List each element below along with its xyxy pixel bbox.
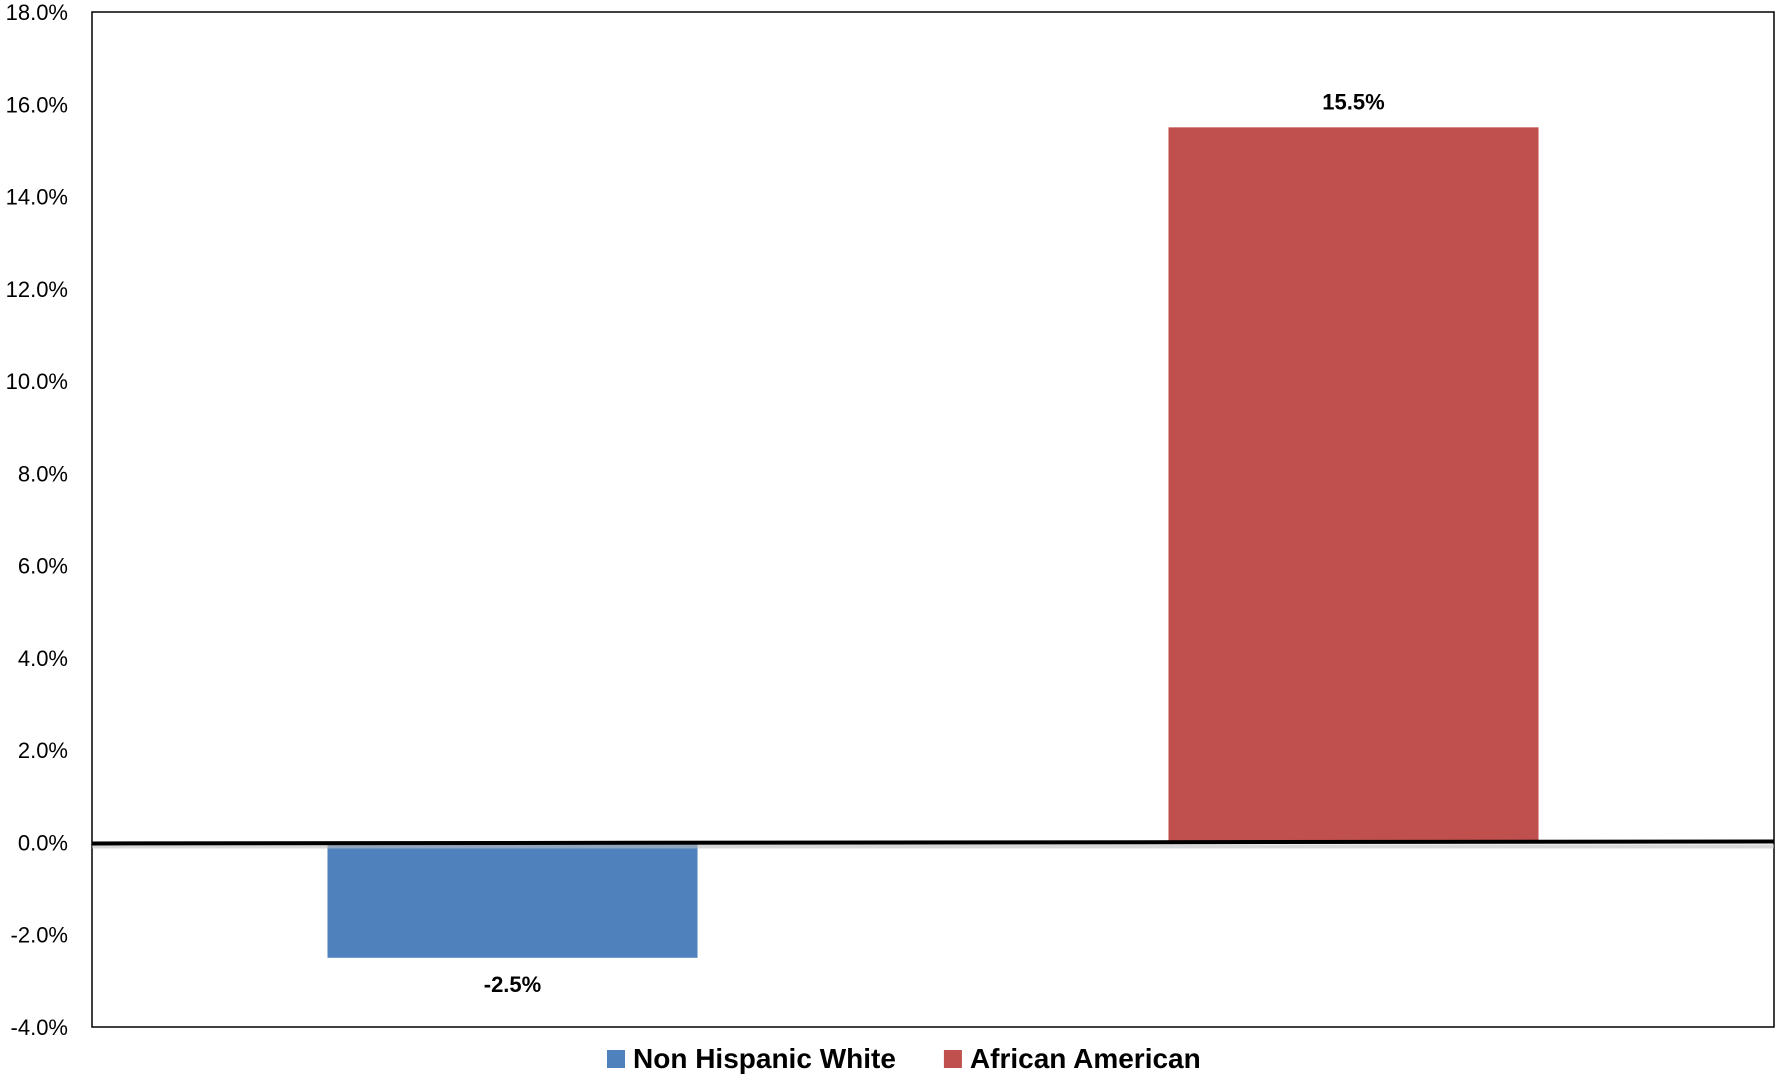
y-tick-label: 10.0%	[6, 369, 68, 394]
data-labels: -2.5% 15.5%	[484, 89, 1385, 996]
legend-swatch-non-hispanic-white	[607, 1050, 625, 1068]
y-tick-label: -4.0%	[11, 1015, 68, 1040]
legend-swatch-african-american	[943, 1050, 962, 1068]
y-tick-label: 0.0%	[18, 830, 68, 855]
y-tick-label: 2.0%	[18, 738, 68, 763]
y-axis-tick-labels: 18.0% 16.0% 14.0% 12.0% 10.0% 8.0% 6.0% 4.0% 2.0…	[6, 0, 68, 1040]
legend-label-african-american: African American	[970, 1043, 1201, 1074]
y-tick-label: 14.0%	[6, 185, 68, 210]
y-tick-label: 16.0%	[6, 92, 68, 117]
bars	[327, 127, 1539, 958]
y-tick-label: 18.0%	[6, 0, 68, 25]
y-tick-label: 4.0%	[18, 646, 68, 671]
y-tick-label: 8.0%	[18, 461, 68, 486]
y-tick-label: -2.0%	[11, 923, 68, 948]
data-label: -2.5%	[484, 972, 541, 997]
data-label: 15.5%	[1322, 89, 1384, 114]
y-tick-label: 6.0%	[18, 554, 68, 579]
y-tick-label: 12.0%	[6, 277, 68, 302]
bar-african-american	[1168, 127, 1539, 843]
zero-line	[91, 839, 1775, 846]
legend: Non Hispanic White African American	[607, 1043, 1201, 1074]
legend-label-non-hispanic-white: Non Hispanic White	[633, 1043, 896, 1074]
zero-line-group	[91, 839, 1775, 849]
bar-non-hispanic-white	[327, 842, 698, 958]
